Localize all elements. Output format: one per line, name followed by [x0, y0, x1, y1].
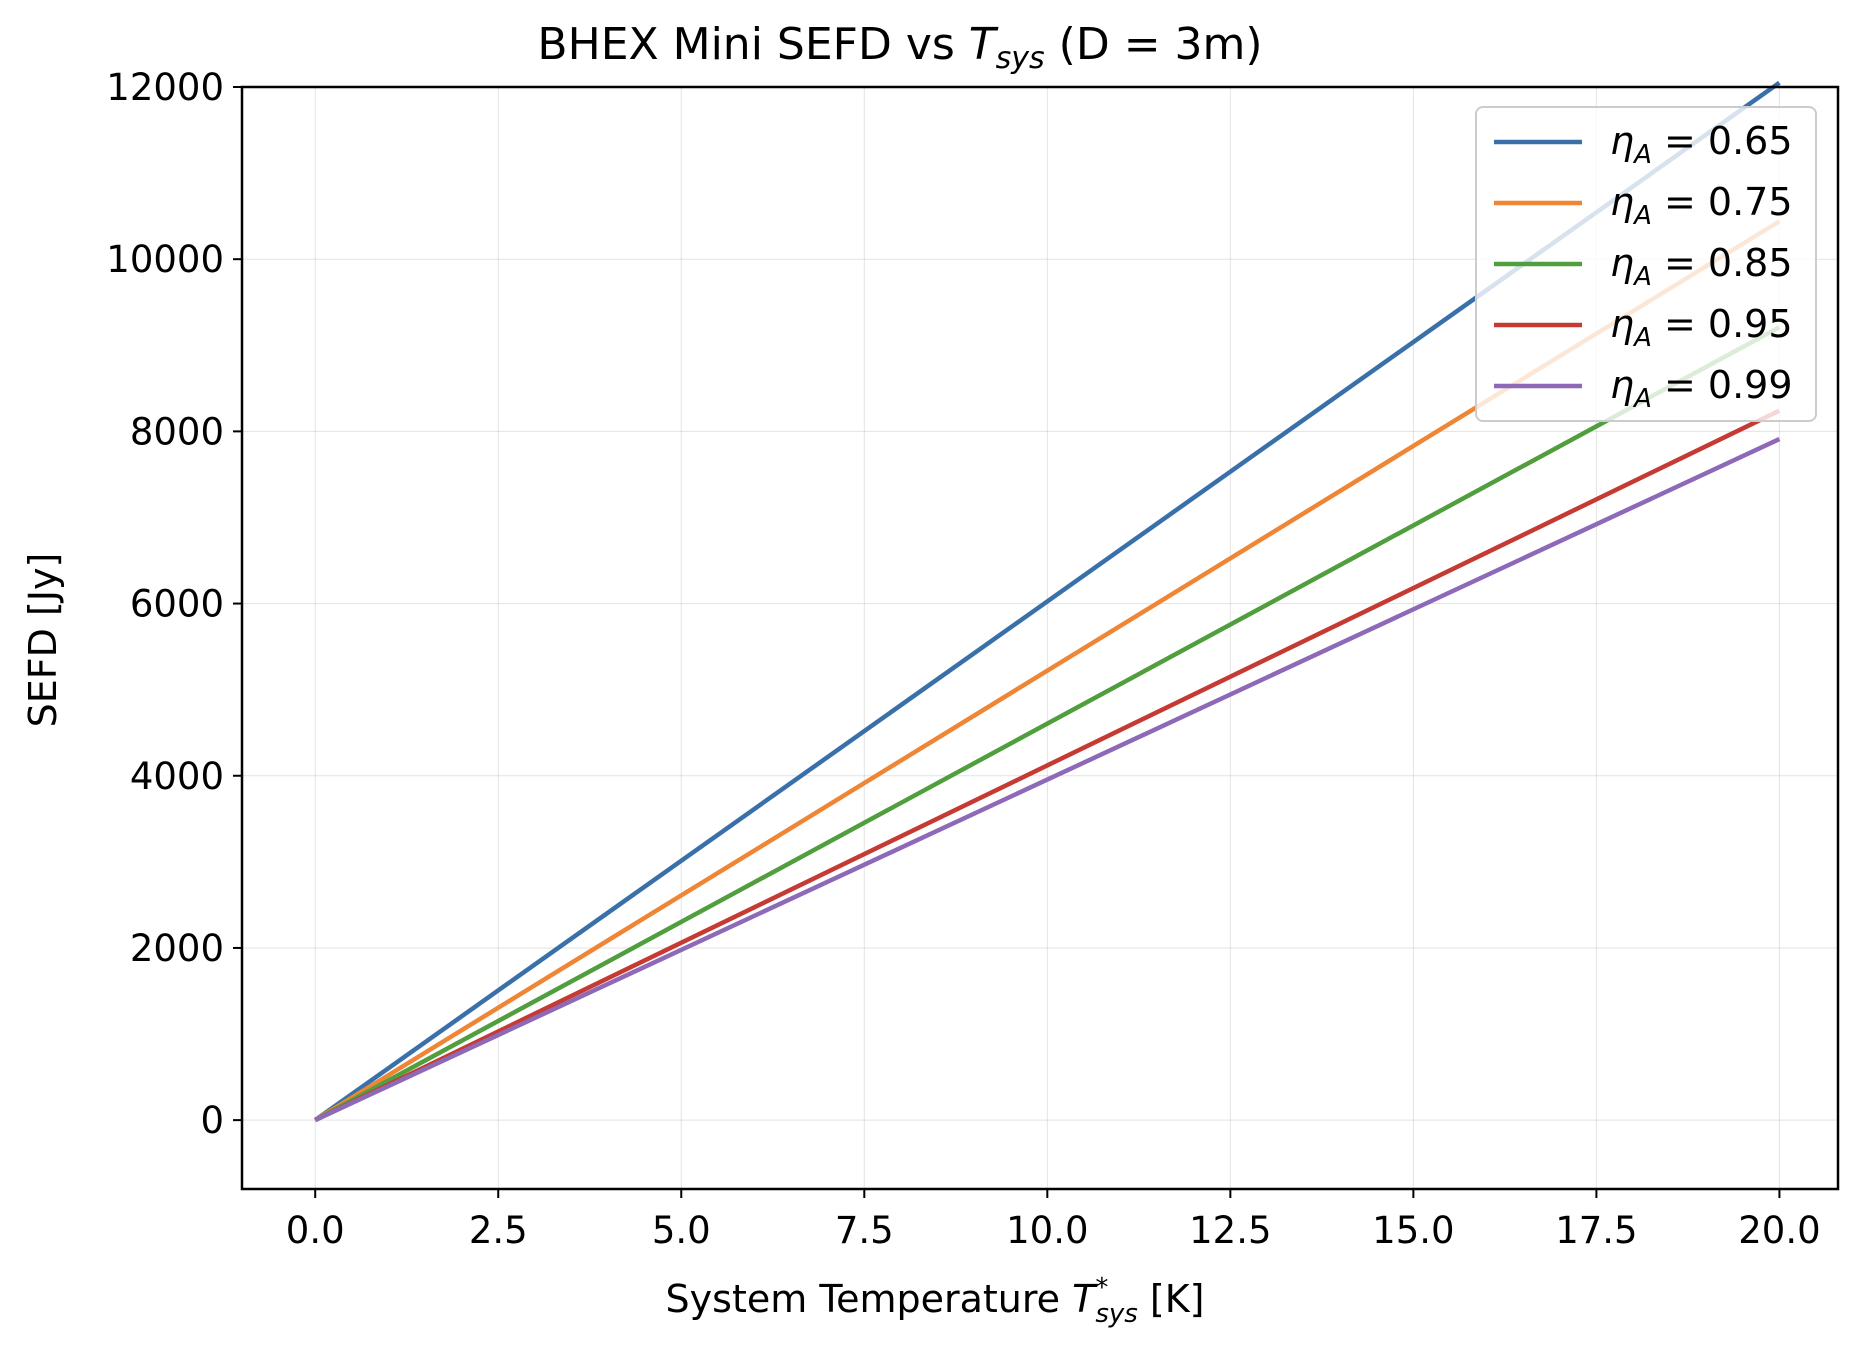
y-tick-label: 8000 — [130, 410, 224, 453]
legend-box — [1475, 106, 1817, 422]
x-tick-label: 10.0 — [1006, 1209, 1088, 1252]
legend-entry: ηA = 0.65 — [1494, 119, 1793, 170]
legend-label: ηA = 0.75 — [1610, 180, 1793, 231]
plot-frame — [240, 85, 1840, 1191]
xlabel-prefix: System Temperature — [666, 1277, 1073, 1321]
x-tick-label: 15.0 — [1372, 1209, 1454, 1252]
x-axis-title: System Temperature T* sys [K] — [666, 1273, 1205, 1329]
grid — [242, 86, 1838, 1189]
y-tick-label: 4000 — [130, 755, 224, 798]
x-tick-label: 17.5 — [1555, 1209, 1637, 1252]
y-axis-title: SEFD [Jy] — [21, 553, 65, 728]
title-t-subscript: sys — [996, 41, 1045, 76]
xlabel-t-symbol: T — [1072, 1277, 1098, 1321]
x-tick-label: 7.5 — [835, 1209, 894, 1252]
series-line-eta-0.95 — [314, 408, 1781, 1123]
y-tick-label: 0 — [200, 1099, 224, 1142]
xlabel-t-superscript: * — [1095, 1273, 1108, 1303]
xlabel-t-subscript: sys — [1095, 1299, 1137, 1329]
legend-entry: ηA = 0.85 — [1494, 241, 1793, 292]
x-tick-label: 12.5 — [1189, 1209, 1271, 1252]
chart-title: BHEX Mini SEFD vs Tsys (D = 3m) — [537, 19, 1262, 76]
legend: ηA = 0.65 ηA = 0.75 ηA = 0.85 ηA = 0.95 ηA =… — [1475, 106, 1817, 422]
x-tick-label: 20.0 — [1738, 1209, 1820, 1252]
y-axis-ticks: 0 2000 4000 6000 8000 10000 12000 — [106, 66, 242, 1142]
x-tick-label: 0.0 — [286, 1209, 345, 1252]
series-line-eta-0.85 — [314, 325, 1781, 1123]
title-t-symbol: T — [969, 19, 999, 70]
xlabel-suffix: [K] — [1138, 1277, 1205, 1321]
legend-entry: ηA = 0.99 — [1494, 363, 1793, 414]
legend-label: ηA = 0.95 — [1610, 302, 1793, 353]
y-tick-label: 6000 — [130, 583, 224, 626]
x-tick-label: 2.5 — [469, 1209, 528, 1252]
title-prefix: BHEX Mini SEFD vs — [537, 19, 968, 70]
legend-label: ηA = 0.99 — [1610, 363, 1793, 414]
legend-label: ηA = 0.85 — [1610, 241, 1793, 292]
y-tick-label: 10000 — [106, 238, 224, 281]
legend-entry: ηA = 0.75 — [1494, 180, 1793, 231]
y-tick-label: 2000 — [130, 927, 224, 970]
legend-entry: ηA = 0.95 — [1494, 302, 1793, 353]
title-d-part: (D = 3m) — [1045, 19, 1263, 70]
series-line-eta-0.99 — [314, 437, 1781, 1123]
legend-entries: ηA = 0.65 ηA = 0.75 ηA = 0.85 ηA = 0.95 ηA =… — [1494, 119, 1793, 414]
y-tick-label: 12000 — [106, 66, 224, 109]
x-axis-ticks: 0.0 2.5 5.0 7.5 10.0 12.5 15.0 17.5 20.0 — [286, 1189, 1821, 1252]
legend-label: ηA = 0.65 — [1610, 119, 1793, 170]
x-tick-label: 5.0 — [652, 1209, 711, 1252]
